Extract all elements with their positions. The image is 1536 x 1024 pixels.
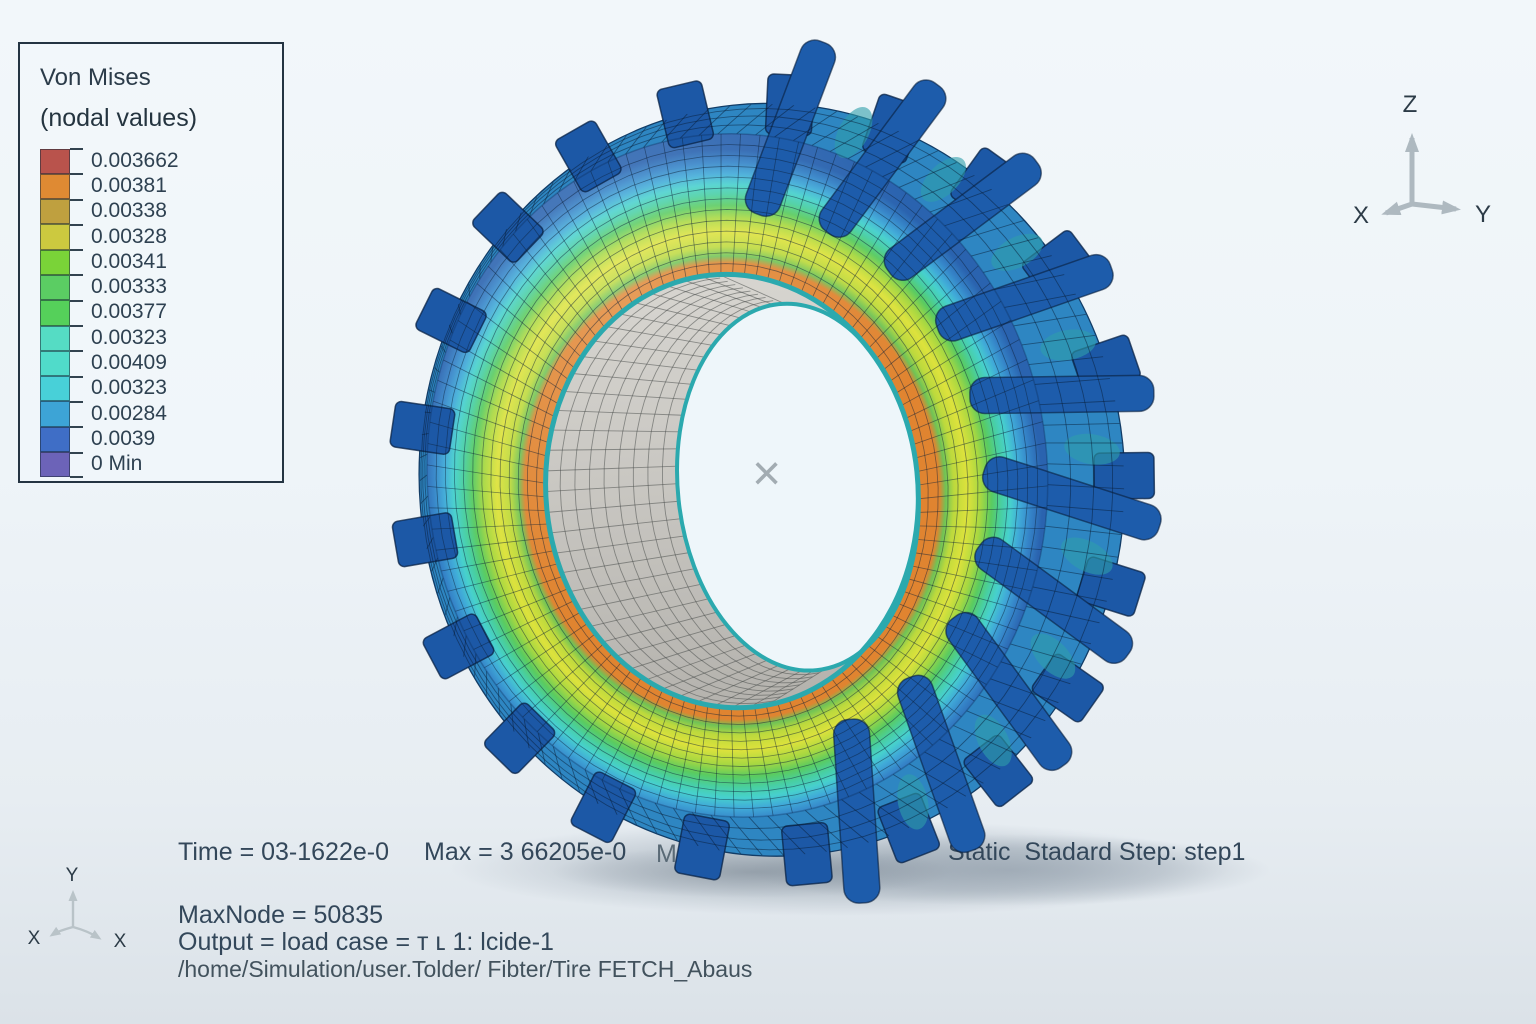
legend-value: 0.00284: [91, 401, 167, 425]
legend-tick: [70, 475, 83, 478]
legend-swatch: [40, 325, 70, 351]
legend-entry: 0.00323: [40, 325, 260, 351]
legend-entry: 0.00338: [40, 198, 260, 225]
legend-panel: Von Mises (nodal values) 0.003662 0.00381…: [18, 42, 284, 483]
legend-tick: [70, 325, 83, 328]
legend-tick: [70, 198, 83, 201]
legend-value: 0.00323: [91, 376, 167, 400]
legend-swatch: [40, 224, 70, 250]
axis2-up-label: Y: [66, 865, 79, 886]
legend-entry: 0.00377: [40, 299, 260, 326]
legend-swatch: [40, 274, 70, 301]
axis2-right-label: X: [114, 931, 127, 952]
status-step: Static Stadard Step: step1: [948, 838, 1246, 866]
legend-tick: [70, 400, 83, 403]
legend-tick: [70, 426, 83, 429]
legend-entry: 0.0039: [40, 426, 260, 453]
legend-value: 0.00377: [91, 300, 167, 324]
axis2-left-label: X: [28, 928, 41, 949]
legend-title: Von Mises: [40, 64, 151, 91]
legend-tick: [70, 148, 83, 150]
axis2-x-right-arrow: [72, 925, 102, 940]
legend-value: 0.00323: [91, 325, 167, 349]
legend-swatch: [40, 401, 70, 427]
legend-tick: [70, 249, 83, 252]
legend-entry: 0.00381: [40, 173, 260, 200]
status-max-hidden: M: [656, 840, 677, 868]
legend-entry: 0.00409: [40, 350, 260, 377]
status-time: Time = 03-1622e-0: [178, 838, 389, 866]
legend-value: 0.0039: [91, 426, 156, 450]
legend-swatch: [40, 426, 70, 453]
axis2-x-left-arrow: [49, 925, 74, 937]
legend-swatch: [40, 199, 70, 225]
legend-entry: 0.00323: [40, 375, 260, 402]
legend-value: 0.00409: [91, 351, 167, 375]
legend-tick: [70, 451, 83, 454]
status-max-node: MaxNode = 50835: [178, 901, 384, 929]
legend-entry: 0.00341: [40, 249, 260, 275]
axis-z-label: Z: [1403, 91, 1418, 118]
legend-tick: [70, 274, 83, 277]
legend-swatch: [40, 350, 70, 377]
status-output: Output = load case = ᴛ ʟ 1: lcide-1: [178, 928, 554, 956]
legend-value: 0.00381: [91, 173, 167, 197]
legend-swatch: [40, 300, 70, 326]
legend-tick: [70, 350, 83, 353]
axis-x-arrow: [1381, 201, 1413, 216]
legend-tick: [70, 173, 83, 176]
legend-entry: 0.00333: [40, 274, 260, 301]
legend-tick: [70, 299, 83, 302]
axis-triad-main: Z X Y: [1353, 91, 1491, 229]
legend-entry: 0 Min: [40, 451, 260, 478]
axis-x-label: X: [1353, 202, 1369, 229]
axis-triad-secondary: Y X X: [28, 865, 127, 952]
legend-subtitle: (nodal values): [40, 104, 198, 132]
axis-y-arrow: [1411, 200, 1461, 215]
legend-color-scale: 0.003662 0.00381 0.00338 0.00328 0.00341 0.00…: [40, 148, 260, 478]
legend-value: 0.00341: [91, 249, 167, 273]
legend-tick: [70, 223, 83, 226]
status-file-path: /home/Simulation/user.Tolder/ Fibter/Tir…: [178, 956, 753, 982]
legend-swatch: [40, 452, 70, 478]
legend-value: 0.00338: [91, 199, 167, 223]
hub-center-marker-icon: ×: [752, 445, 782, 501]
legend-swatch: [40, 148, 70, 174]
legend-value: 0.00333: [91, 275, 167, 299]
status-max: Max = 3 66205e-0: [424, 838, 627, 866]
legend-value: 0 Min: [91, 452, 143, 476]
legend-value: 0.003662: [91, 148, 179, 172]
legend-entry: 0.003662: [40, 148, 260, 174]
axis-y-label: Y: [1475, 201, 1491, 228]
legend-swatch: [40, 173, 70, 200]
legend-swatch: [40, 376, 70, 402]
legend-entry: 0.00284: [40, 400, 260, 427]
legend-tick: [70, 375, 83, 378]
legend-swatch: [40, 249, 70, 275]
legend-value: 0.00328: [91, 224, 167, 248]
legend-entry: 0.00328: [40, 223, 260, 250]
